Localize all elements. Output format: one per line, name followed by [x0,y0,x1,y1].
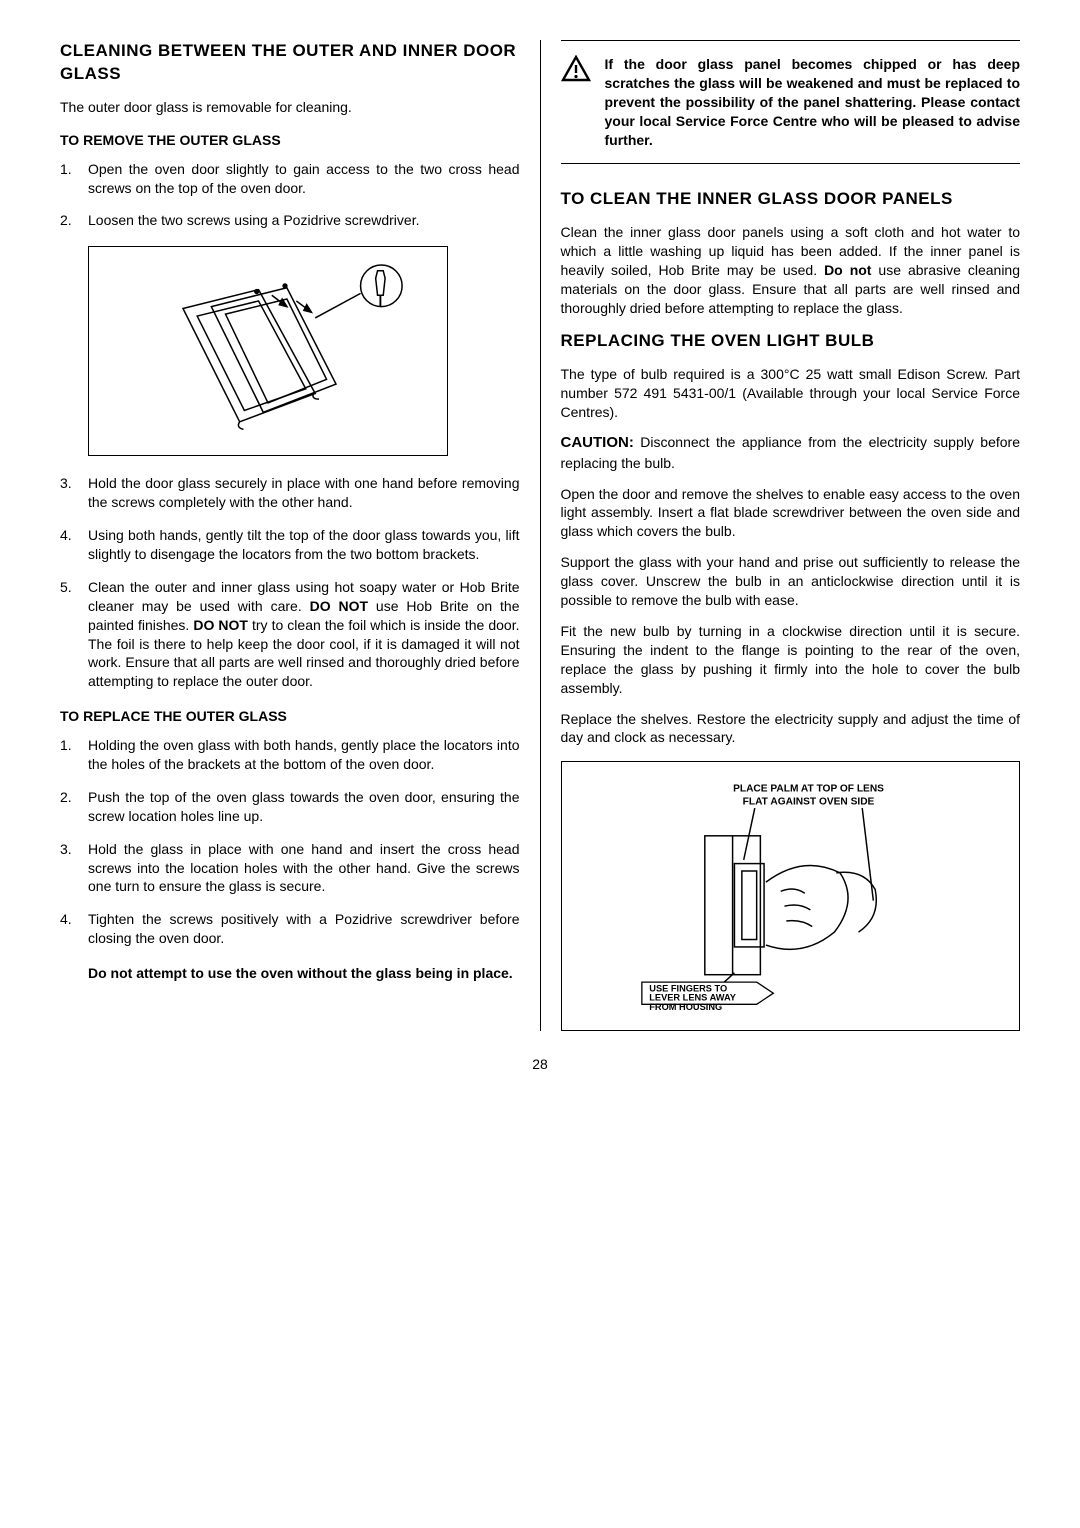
list-item: 1. Open the oven door slightly to gain a… [60,160,520,198]
door-diagram-icon [98,251,438,451]
step-number: 4. [60,910,88,948]
lens-diagram: PLACE PALM AT TOP OF LENS FLAT AGAINST O… [561,761,1021,1031]
heading-replace-outer: TO REPLACE THE OUTER GLASS [60,707,520,726]
step-number: 1. [60,160,88,198]
heading-clean-inner: TO CLEAN THE INNER GLASS DOOR PANELS [561,188,1021,211]
right-column: If the door glass panel becomes chipped … [541,40,1021,1031]
step-number: 1. [60,736,88,774]
list-item: 5. Clean the outer and inner glass using… [60,578,520,691]
diagram-label: PLACE PALM AT TOP OF LENS [733,784,884,795]
door-glass-figure [88,246,448,456]
remove-steps-list-continued: 3. Hold the door glass securely in place… [60,474,520,691]
bulb-paragraph-4: Fit the new bulb by turning in a clockwi… [561,622,1021,698]
intro-paragraph: The outer door glass is removable for cl… [60,98,520,117]
step-text: Open the oven door slightly to gain acce… [88,160,520,198]
diagram-label: FROM HOUSING [650,1002,723,1012]
step-number: 2. [60,211,88,230]
caution-paragraph: CAUTION: Disconnect the appliance from t… [561,433,1021,472]
heading-cleaning-between: CLEANING BETWEEN THE OUTER AND INNER DOO… [60,40,520,86]
step-number: 5. [60,578,88,691]
step-text: Push the top of the oven glass towards t… [88,788,520,826]
step-number: 4. [60,526,88,564]
warning-text: If the door glass panel becomes chipped … [605,55,1021,149]
list-item: 3. Hold the glass in place with one hand… [60,840,520,897]
step-text: Holding the oven glass with both hands, … [88,736,520,774]
list-item: 4. Tighten the screws positively with a … [60,910,520,948]
replace-steps-list: 1. Holding the oven glass with both hand… [60,736,520,948]
step-text: Clean the outer and inner glass using ho… [88,578,520,691]
step-text: Hold the glass in place with one hand an… [88,840,520,897]
warning-block: If the door glass panel becomes chipped … [561,40,1021,164]
lens-diagram-icon: PLACE PALM AT TOP OF LENS FLAT AGAINST O… [590,771,990,1021]
bulb-paragraph-2: Open the door and remove the shelves to … [561,485,1021,542]
diagram-label: FLAT AGAINST OVEN SIDE [743,797,875,808]
bulb-paragraph-3: Support the glass with your hand and pri… [561,553,1021,610]
remove-steps-list: 1. Open the oven door slightly to gain a… [60,160,520,231]
list-item: 2. Loosen the two screws using a Pozidri… [60,211,520,230]
step-number: 2. [60,788,88,826]
step-number: 3. [60,474,88,512]
bulb-paragraph-1: The type of bulb required is a 300°C 25 … [561,365,1021,422]
page-number: 28 [60,1055,1020,1074]
list-item: 1. Holding the oven glass with both hand… [60,736,520,774]
caution-label: CAUTION: [561,434,634,451]
list-item: 2. Push the top of the oven glass toward… [60,788,520,826]
step-text: Hold the door glass securely in place wi… [88,474,520,512]
left-column: CLEANING BETWEEN THE OUTER AND INNER DOO… [60,40,541,1031]
replace-warning-note: Do not attempt to use the oven without t… [88,965,513,981]
step-number: 3. [60,840,88,897]
step-text: Loosen the two screws using a Pozidrive … [88,211,520,230]
step-text: Using both hands, gently tilt the top of… [88,526,520,564]
warning-icon [561,55,595,149]
step-text: Tighten the screws positively with a Poz… [88,910,520,948]
heading-remove-outer: TO REMOVE THE OUTER GLASS [60,131,520,150]
heading-replace-bulb: REPLACING THE OVEN LIGHT BULB [561,330,1021,353]
bulb-paragraph-5: Replace the shelves. Restore the electri… [561,710,1021,748]
list-item: 3. Hold the door glass securely in place… [60,474,520,512]
clean-inner-paragraph: Clean the inner glass door panels using … [561,223,1021,317]
list-item: 4. Using both hands, gently tilt the top… [60,526,520,564]
